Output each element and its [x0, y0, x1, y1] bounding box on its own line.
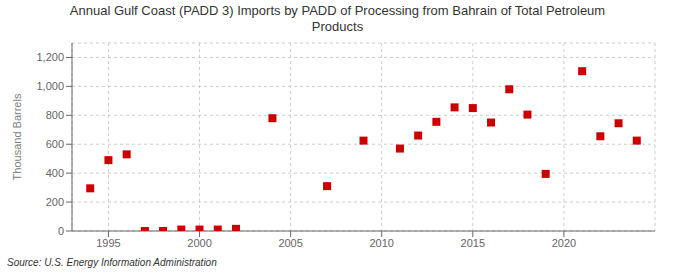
svg-text:1,200: 1,200	[36, 51, 64, 63]
svg-text:800: 800	[46, 109, 64, 121]
svg-text:2015: 2015	[461, 237, 485, 249]
svg-text:2000: 2000	[187, 237, 211, 249]
svg-text:Thousand Barrels: Thousand Barrels	[11, 93, 23, 180]
svg-text:200: 200	[46, 196, 64, 208]
svg-text:1,000: 1,000	[36, 80, 64, 92]
html-text:Products: Products	[311, 19, 364, 34]
svg-text:2005: 2005	[278, 237, 302, 249]
html-text:Annual Gulf Coast (PADD 3) Imp: Annual Gulf Coast (PADD 3) Imports by PA…	[69, 3, 606, 18]
svg-text:1995: 1995	[96, 237, 120, 249]
svg-text:600: 600	[46, 138, 64, 150]
svg-text:0: 0	[58, 225, 64, 237]
svg-text:400: 400	[46, 167, 64, 179]
svg-text:2020: 2020	[552, 237, 576, 249]
svg-text:2010: 2010	[369, 237, 393, 249]
html-text:Source: U.S. Energy Informatio: Source: U.S. Energy Information Administ…	[7, 257, 217, 268]
